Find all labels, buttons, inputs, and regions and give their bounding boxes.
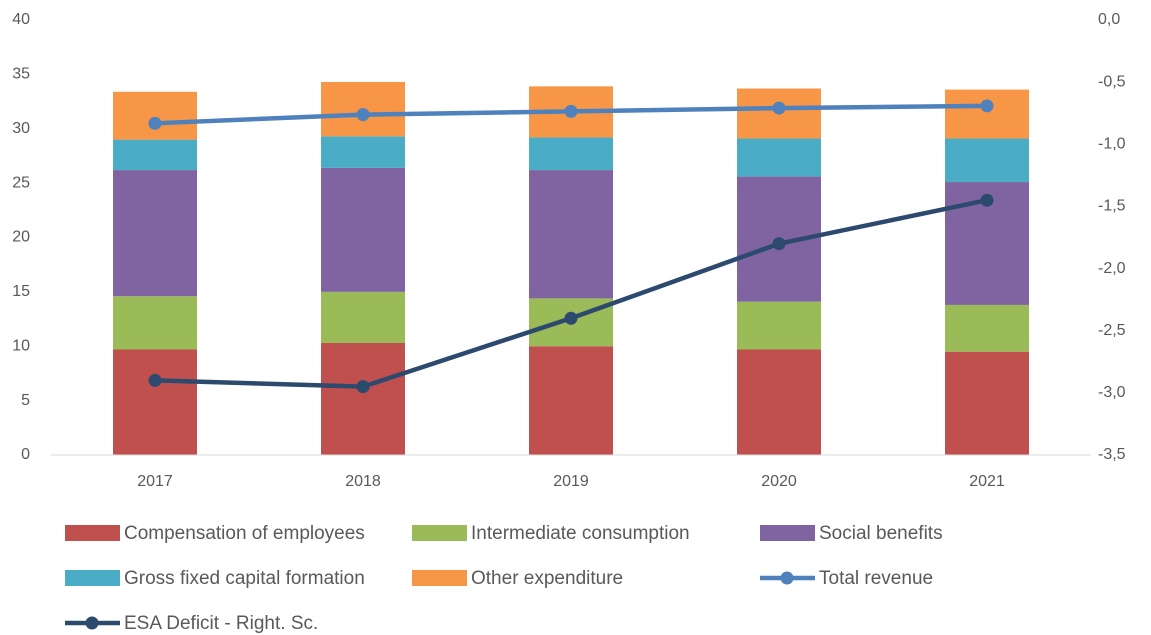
bar-segment xyxy=(945,89,1029,139)
x-tick-label: 2020 xyxy=(761,473,797,490)
y2-tick-label: -3,0 xyxy=(1098,384,1126,401)
bar-segment xyxy=(321,167,405,292)
bar-segment xyxy=(113,170,197,297)
legend-label: ESA Deficit - Right. Sc. xyxy=(124,613,318,634)
line-point xyxy=(148,116,162,130)
legend-marker xyxy=(780,571,794,585)
y-tick-label: 40 xyxy=(12,11,30,28)
line-point xyxy=(980,99,994,113)
line-point xyxy=(564,311,578,325)
legend-label: Other expenditure xyxy=(471,568,623,589)
y-tick-label: 10 xyxy=(12,337,30,354)
y2-tick-label: -1,0 xyxy=(1098,136,1126,153)
legend-marker xyxy=(85,616,99,630)
x-tick-label: 2021 xyxy=(969,473,1005,490)
legend-swatch xyxy=(65,525,120,541)
bar-segment xyxy=(113,139,197,171)
line-point xyxy=(980,193,994,207)
bar-segment xyxy=(945,138,1029,183)
y-tick-label: 5 xyxy=(21,392,30,409)
x-tick-label: 2017 xyxy=(137,473,173,490)
y-tick-label: 0 xyxy=(21,446,30,463)
bar-segment xyxy=(113,296,197,350)
line-point xyxy=(148,373,162,387)
line-point xyxy=(356,108,370,122)
y-tick-label: 30 xyxy=(12,120,30,137)
line-point xyxy=(564,104,578,118)
y2-tick-label: -0,5 xyxy=(1098,73,1126,90)
bar-segment xyxy=(113,349,197,455)
bar-segment xyxy=(113,91,197,140)
y2-tick-label: -2,0 xyxy=(1098,260,1126,277)
y2-tick-label: -2,5 xyxy=(1098,322,1126,339)
x-tick-label: 2018 xyxy=(345,473,381,490)
y-tick-label: 20 xyxy=(12,229,30,246)
legend-swatch xyxy=(412,525,467,541)
line-point xyxy=(772,101,786,115)
legend-swatch xyxy=(65,570,120,586)
y2-tick-label: -1,5 xyxy=(1098,198,1126,215)
x-tick-label: 2019 xyxy=(553,473,589,490)
legend: Compensation of employees Intermediate co… xyxy=(65,523,943,634)
bar-segment xyxy=(737,349,821,455)
y2-tick-label: -3,5 xyxy=(1098,446,1126,463)
bar-segment xyxy=(945,351,1029,455)
legend-swatch xyxy=(412,570,467,586)
legend-label: Social benefits xyxy=(819,523,943,544)
bar-segment xyxy=(529,137,613,171)
bar-segment xyxy=(321,291,405,343)
y2-tick-label: 0,0 xyxy=(1098,11,1120,28)
legend-swatch xyxy=(760,525,815,541)
y-tick-label: 15 xyxy=(12,283,30,300)
line-point xyxy=(772,237,786,251)
bar-segment xyxy=(529,170,613,299)
legend-label: Total revenue xyxy=(819,568,933,589)
line-point xyxy=(356,380,370,394)
legend-label: Compensation of employees xyxy=(124,523,365,544)
legend-label: Intermediate consumption xyxy=(471,523,690,544)
bar-segment xyxy=(945,304,1029,352)
legend-label: Gross fixed capital formation xyxy=(124,568,365,589)
bar-segment xyxy=(321,342,405,455)
bar-segment xyxy=(737,301,821,350)
bar-segment xyxy=(321,136,405,168)
y-tick-label: 25 xyxy=(12,174,30,191)
bar-segment xyxy=(529,346,613,455)
bar-segment xyxy=(737,138,821,177)
y-tick-label: 35 xyxy=(12,66,30,83)
